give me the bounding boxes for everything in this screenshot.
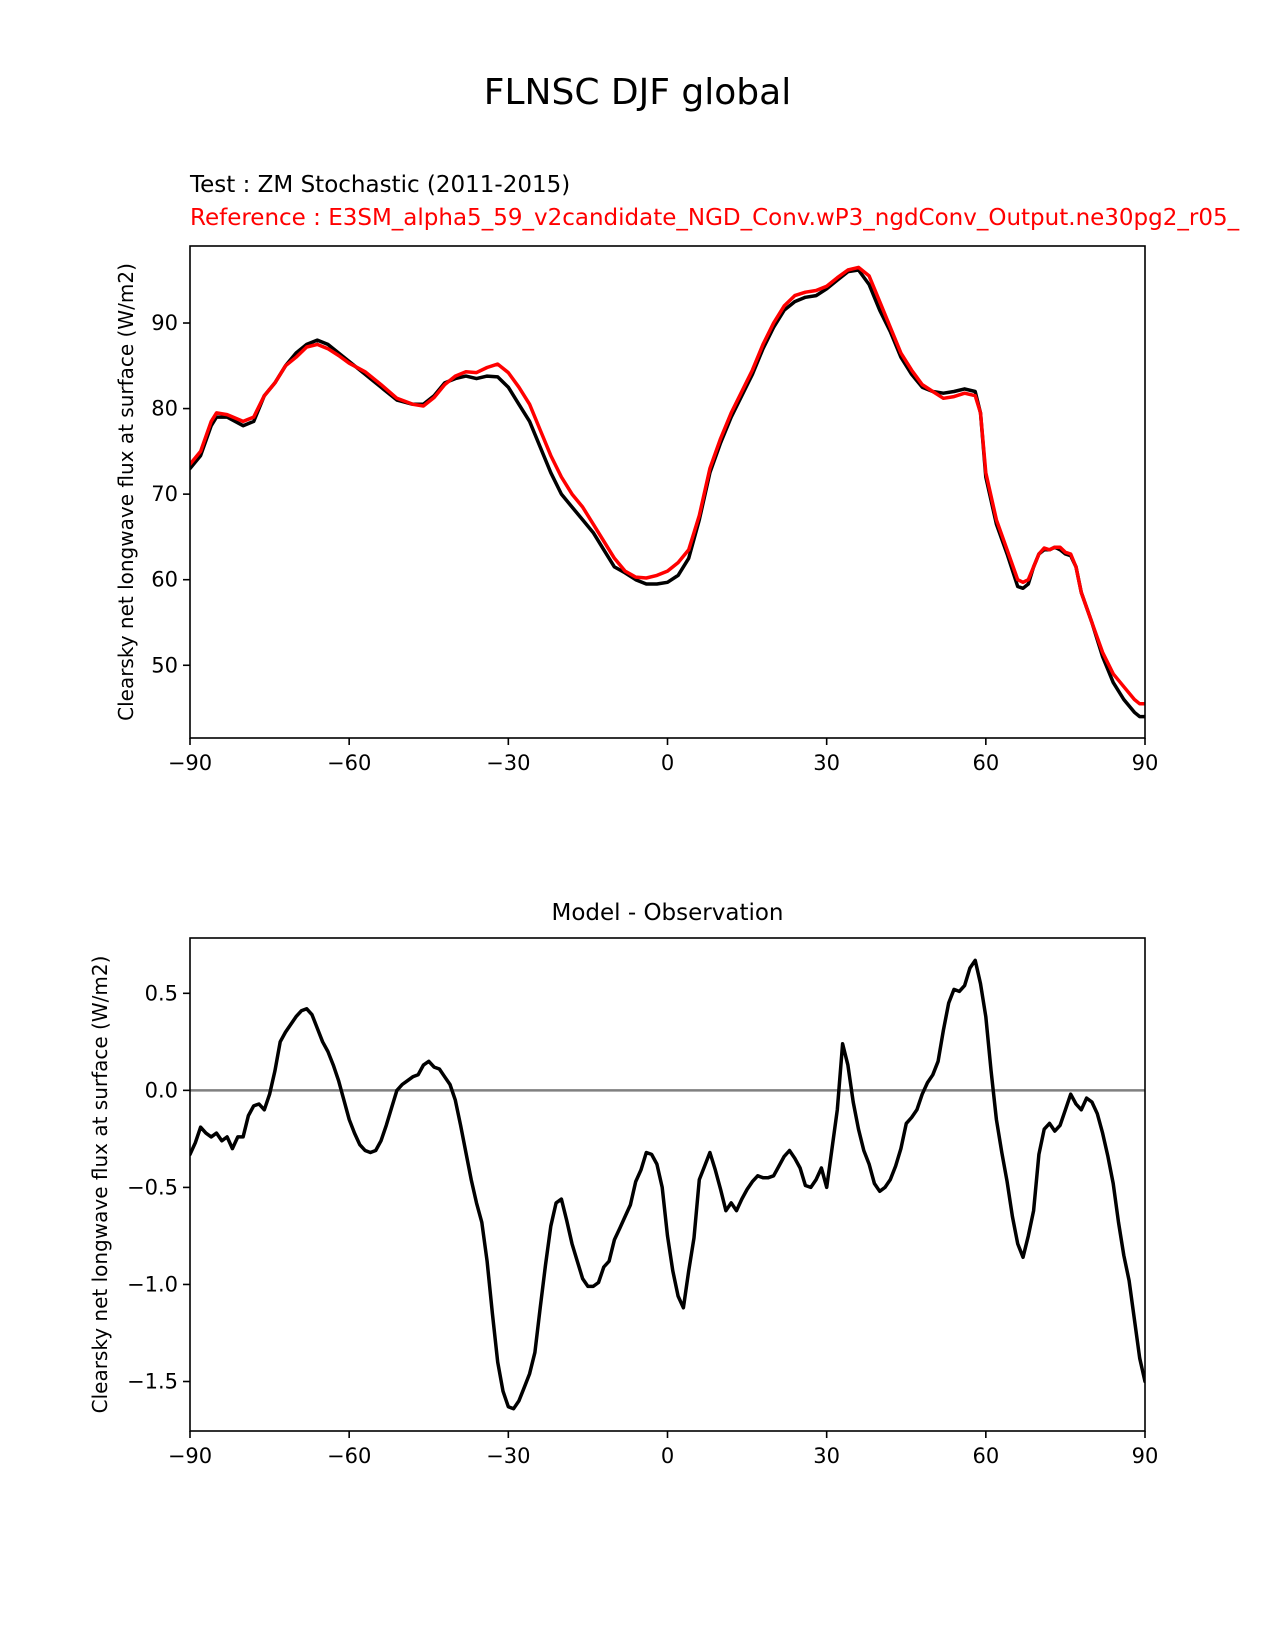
plot-area (190, 265, 1145, 719)
x-tick-label: 0 (661, 751, 674, 775)
x-tick-label: 30 (813, 751, 840, 775)
y-tick-label: 70 (151, 482, 178, 506)
x-tick-label: −60 (327, 1444, 371, 1468)
x-tick-label: 30 (813, 1444, 840, 1468)
test-series-line (190, 958, 1145, 1411)
x-tick-label: 0 (661, 1444, 674, 1468)
y-tick-label: 80 (151, 397, 178, 421)
y-tick-label: 0.0 (145, 1078, 178, 1102)
y-axis-label: Clearsky net longwave flux at surface (W… (114, 263, 138, 721)
y-tick-label: 50 (151, 653, 178, 677)
top-panel-zonal-mean: −90 −60 −30 0 30 60 90 50 60 70 80 90 Clearsky net l… (114, 245, 1159, 775)
test-series-line (190, 268, 1145, 719)
reference-series-line (190, 265, 1145, 706)
panel-2-title: Model - Observation (551, 900, 784, 926)
x-tick-label: 60 (972, 1444, 999, 1468)
y-axis-label: Clearsky net longwave flux at surface (W… (88, 956, 112, 1414)
y-tick-label: 90 (151, 311, 178, 335)
reference-label: Reference : E3SM_alpha5_59_v2candidate_N… (190, 205, 1240, 231)
x-tick-label: −30 (486, 1444, 530, 1468)
x-tick-label: −60 (327, 751, 371, 775)
y-tick-label: −0.5 (127, 1175, 178, 1199)
figure-title: FLNSC DJF global (483, 72, 792, 113)
y-tick-label: −1.0 (127, 1272, 178, 1296)
x-tick-label: 60 (972, 751, 999, 775)
y-tick-label: −1.5 (127, 1370, 178, 1394)
plot-area (190, 958, 1145, 1411)
bottom-panel-model-minus-observation: −90 −60 −30 0 30 60 90 −1.5 −1.0 −0.5 0.0 0.5 Clears… (88, 937, 1159, 1468)
x-tick-label: −90 (168, 1444, 212, 1468)
plot-frame (189, 937, 1146, 1432)
y-tick-label: 0.5 (145, 981, 178, 1005)
plot-frame (189, 245, 1146, 739)
x-tick-label: −90 (168, 751, 212, 775)
test-label: Test : ZM Stochastic (2011-2015) (190, 172, 571, 198)
y-tick-label: 60 (151, 568, 178, 592)
x-tick-label: 90 (1132, 1444, 1159, 1468)
x-tick-label: −30 (486, 751, 530, 775)
x-tick-label: 90 (1132, 751, 1159, 775)
